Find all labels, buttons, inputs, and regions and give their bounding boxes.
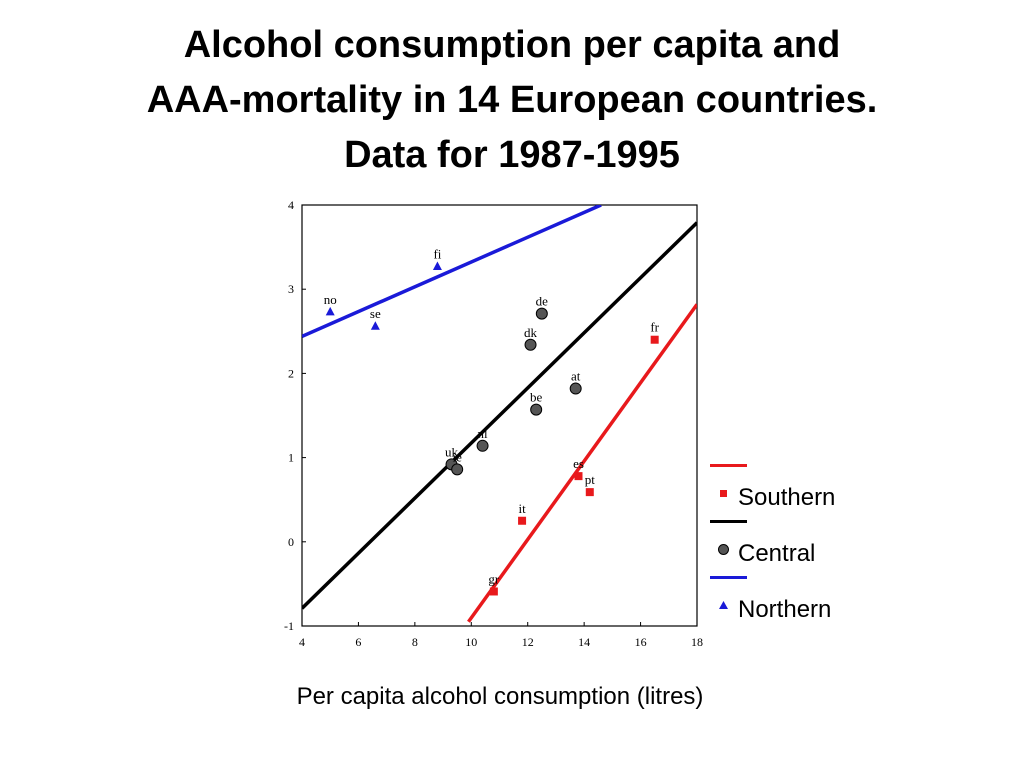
fit-line-central bbox=[302, 221, 697, 610]
point-at bbox=[569, 382, 582, 395]
y-tick-label-0: 0 bbox=[288, 535, 294, 549]
title-line-1: Alcohol consumption per capita and bbox=[183, 24, 841, 66]
legend-label-southern: Southern bbox=[738, 484, 836, 511]
point-label-se: se bbox=[370, 306, 381, 321]
point-gr bbox=[489, 587, 498, 596]
fit-line-northern bbox=[302, 205, 602, 338]
point-se bbox=[370, 321, 380, 330]
x-tick-label-12: 12 bbox=[522, 635, 534, 649]
y-tick-label-4: 4 bbox=[288, 198, 294, 212]
legend-label-northern: Northern bbox=[738, 596, 832, 623]
point-label-pt: pt bbox=[585, 472, 596, 487]
chart-title: Alcohol consumption per capita and AAA-m… bbox=[0, 18, 1024, 183]
point-label-ie: ie bbox=[452, 449, 462, 464]
point-label-it: it bbox=[518, 501, 526, 516]
x-tick-label-6: 6 bbox=[355, 635, 361, 649]
y-tick-label-1: 1 bbox=[288, 451, 294, 465]
y-tick-label-2: 2 bbox=[288, 366, 294, 380]
point-fr bbox=[650, 335, 659, 344]
point-label-no: no bbox=[324, 292, 337, 307]
point-label-at: at bbox=[571, 369, 581, 384]
title-line-3: Data for 1987-1995 bbox=[344, 134, 680, 176]
legend-marker-northern bbox=[719, 601, 728, 609]
x-axis-label: Per capita alcohol consumption (litres) bbox=[296, 683, 704, 710]
x-tick-label-10: 10 bbox=[465, 635, 477, 649]
legend-line-central bbox=[710, 520, 747, 523]
point-label-es: es bbox=[573, 456, 584, 471]
legend-item-northern: Northern bbox=[708, 568, 878, 624]
plot-frame bbox=[301, 204, 698, 627]
point-label-fr: fr bbox=[650, 320, 659, 335]
title-line-2: AAA-mortality in 14 European countries. bbox=[146, 79, 878, 121]
point-pt bbox=[585, 488, 594, 497]
point-es bbox=[574, 472, 583, 481]
fit-line-southern bbox=[467, 303, 697, 623]
point-de bbox=[535, 307, 548, 320]
legend: Southern Central Northern bbox=[708, 456, 878, 626]
point-label-nl: nl bbox=[478, 426, 489, 441]
point-label-be: be bbox=[530, 390, 543, 405]
x-tick-label-8: 8 bbox=[412, 635, 418, 649]
x-tick-label-4: 4 bbox=[299, 635, 305, 649]
point-label-de: de bbox=[536, 294, 549, 309]
point-fi bbox=[432, 261, 442, 270]
legend-line-northern bbox=[710, 576, 747, 579]
legend-line-southern bbox=[710, 464, 747, 467]
y-tick-label--1: -1 bbox=[284, 619, 294, 633]
legend-marker-central bbox=[718, 544, 729, 555]
legend-item-southern: Southern bbox=[708, 456, 878, 512]
point-label-fi: fi bbox=[433, 246, 441, 261]
x-tick-label-14: 14 bbox=[578, 635, 590, 649]
point-it bbox=[518, 516, 527, 525]
point-no bbox=[325, 306, 335, 316]
x-tick-label-16: 16 bbox=[635, 635, 647, 649]
legend-marker-southern bbox=[720, 490, 727, 497]
point-label-gr: gr bbox=[488, 571, 500, 586]
x-tick-label-18: 18 bbox=[691, 635, 703, 649]
point-dk bbox=[524, 338, 537, 351]
point-label-dk: dk bbox=[524, 325, 538, 340]
legend-label-central: Central bbox=[738, 540, 816, 567]
point-ie bbox=[451, 463, 464, 476]
point-label-uk: uk bbox=[445, 444, 459, 459]
point-nl bbox=[476, 439, 489, 452]
legend-item-central: Central bbox=[708, 512, 878, 568]
point-be bbox=[530, 403, 543, 416]
y-tick-label-3: 3 bbox=[288, 282, 294, 296]
